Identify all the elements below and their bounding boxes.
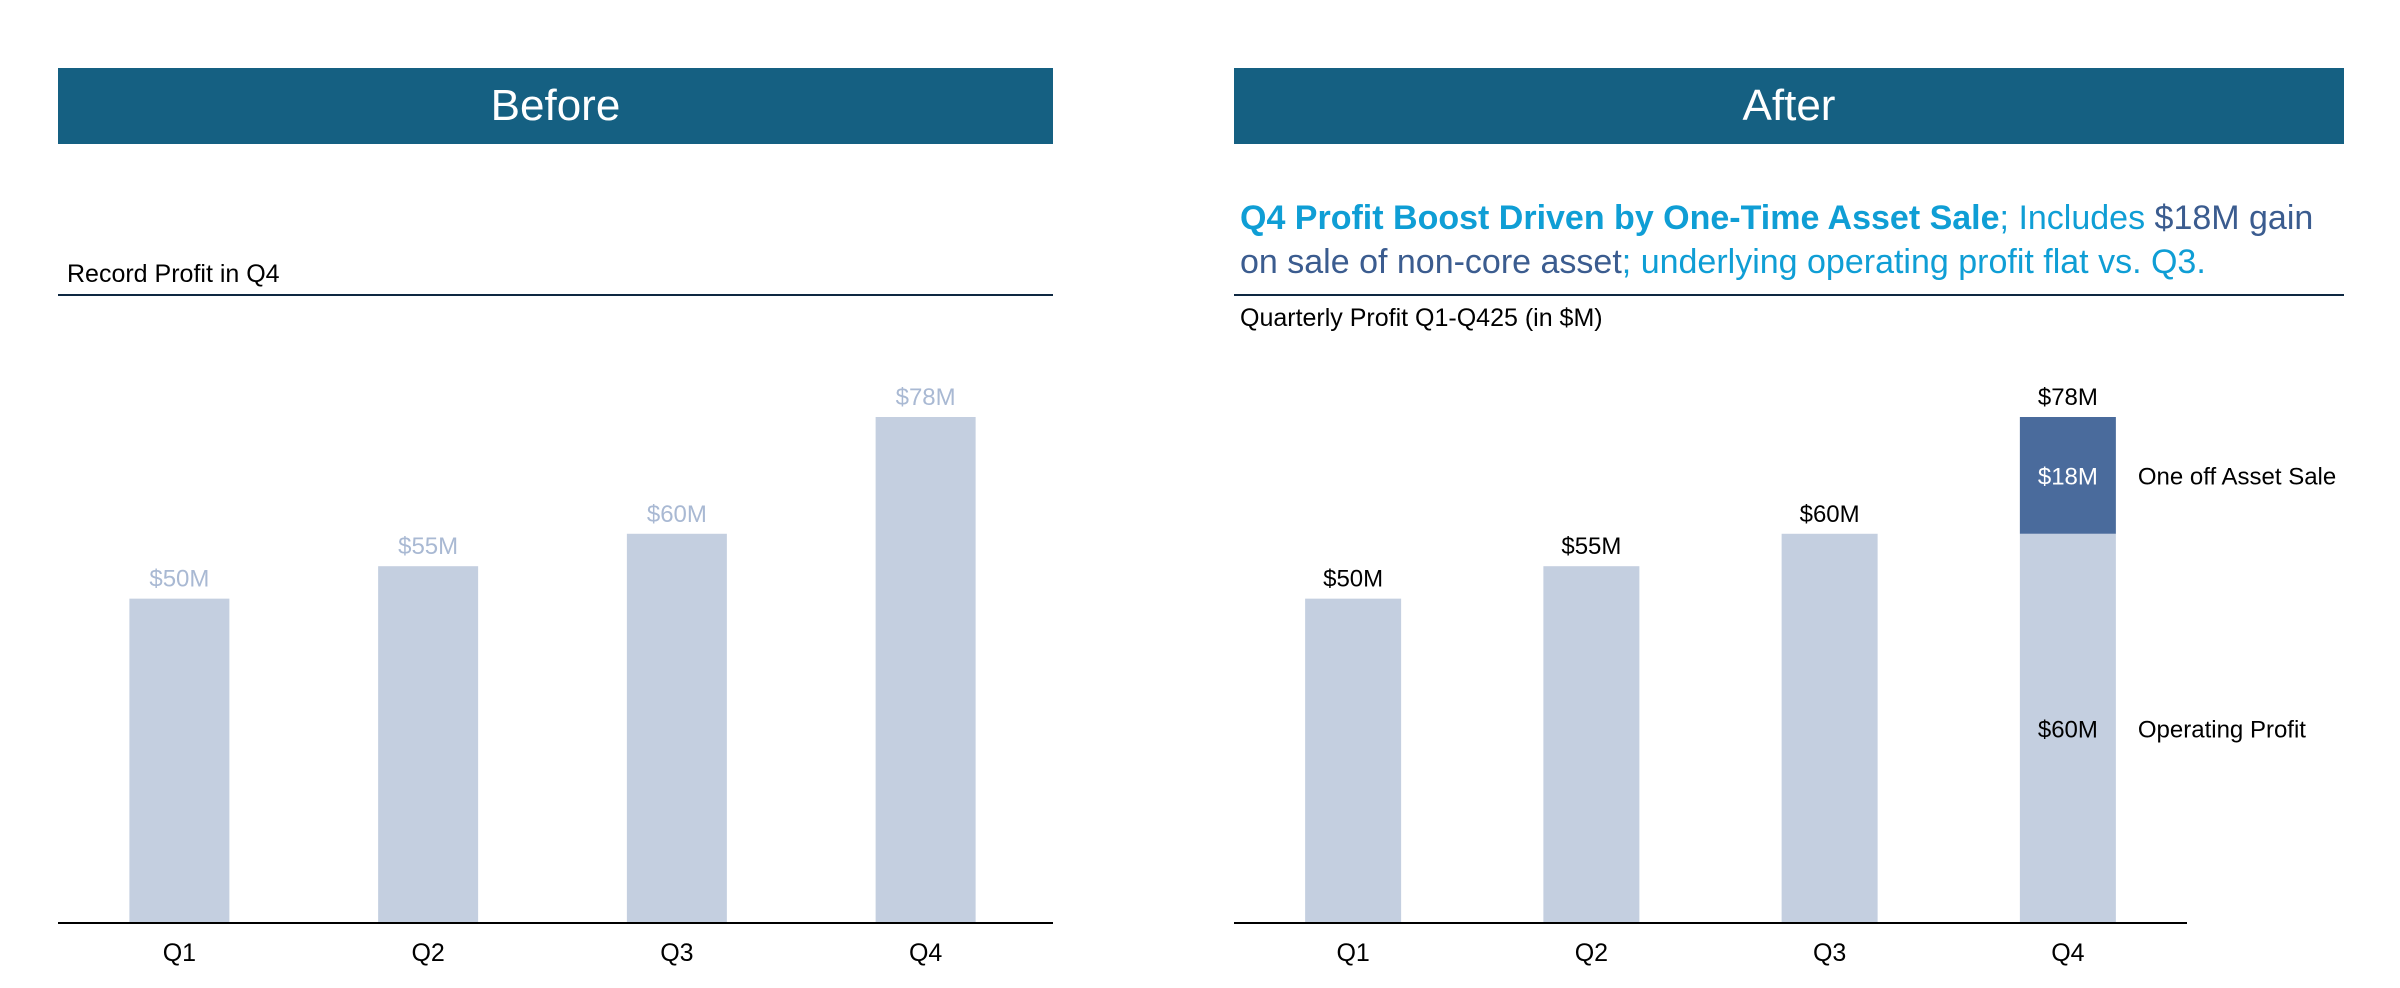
before-title-rule [58, 294, 1053, 296]
before-data-label-q2: $55M [398, 533, 458, 560]
after-bar-q4-segment-2 [2019, 417, 2116, 534]
before-tick-q3: Q3 [660, 939, 693, 967]
after-chart-title: Quarterly Profit Q1-Q425 (in $M) [1240, 304, 1603, 332]
after-tick-q4: Q4 [2051, 939, 2084, 967]
headline-part-2: ; Includes [1999, 199, 2155, 237]
after-title-rule [1234, 294, 2344, 296]
after-tick-q3: Q3 [1813, 939, 1846, 967]
before-tick-q4: Q4 [909, 939, 942, 967]
before-bar-chart: $50M Q1 $55M Q2 $60M Q3 $78M Q4 [58, 384, 1053, 967]
before-tick-q1: Q1 [163, 939, 196, 967]
after-bar-chart: $50M Q1 $55M Q2 $60M Q3 $60M Operating Profit $1… [1234, 384, 2336, 967]
before-header: Before [58, 68, 1053, 144]
before-chart-title: Record Profit in Q4 [67, 260, 280, 288]
headline-part-4: ; underlying operating profit flat vs. Q… [1621, 243, 2206, 281]
after-segment-label-1: $60M [2038, 716, 2098, 743]
before-bar-q1 [129, 598, 230, 923]
after-segment-label-2: $18M [2038, 463, 2098, 490]
after-header: After [1234, 68, 2344, 144]
after-data-label-q1: $50M [1323, 566, 1383, 593]
before-panel: Before Record Profit in Q4 $50M Q1 $55M Q2 $… [0, 0, 1100, 988]
before-data-label-q4: $78M [896, 384, 956, 411]
before-tick-q2: Q2 [411, 939, 444, 967]
after-data-label-q3: $60M [1800, 501, 1860, 528]
after-bar-q2 [1543, 566, 1640, 923]
before-bar-q4 [875, 417, 976, 923]
headline-part-3: $18M gain on sale of non-core asset [1240, 199, 2314, 281]
after-tick-q1: Q1 [1336, 939, 1369, 967]
before-data-label-q3: $60M [647, 501, 707, 528]
headline-part-1: Q4 Profit Boost Driven by One-Time Asset… [1240, 199, 2000, 237]
after-data-label-q2: $55M [1561, 533, 1621, 560]
after-headline: Q4 Profit Boost Driven by One-Time Asset… [1240, 196, 2350, 284]
after-segment-name-2: One off Asset Sale [2138, 463, 2336, 490]
after-segment-name-1: Operating Profit [2138, 716, 2306, 743]
after-bar-q1 [1305, 598, 1402, 923]
before-bar-q2 [378, 566, 479, 923]
after-data-label-q4: $78M [2038, 384, 2098, 411]
after-tick-q2: Q2 [1575, 939, 1608, 967]
before-data-label-q1: $50M [149, 566, 209, 593]
after-bar-q4-segment-1 [2019, 533, 2116, 923]
before-bar-q3 [626, 533, 727, 923]
after-panel: After Q4 Profit Boost Driven by One-Time… [1200, 0, 2400, 988]
after-bar-q3 [1781, 533, 1878, 923]
